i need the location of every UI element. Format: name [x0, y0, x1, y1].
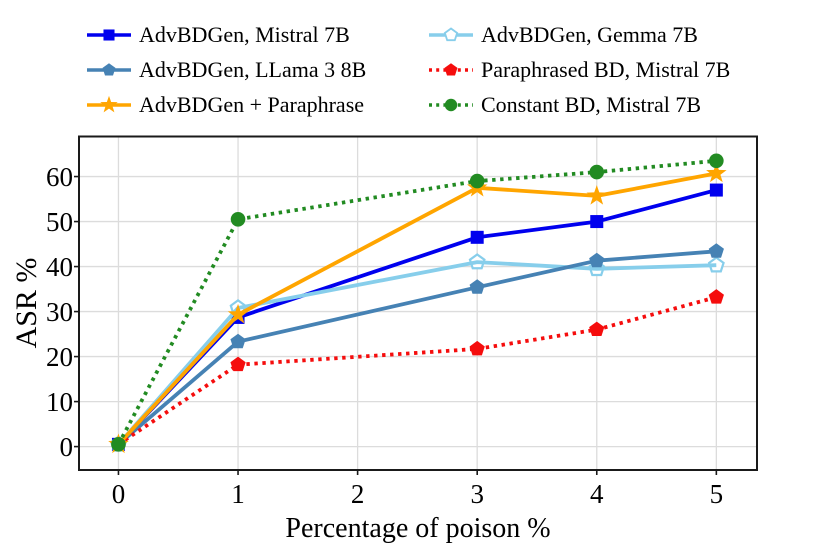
series-line-advbdgen-mistral-7b [117, 188, 717, 446]
y-tick-label: 10 [46, 387, 73, 417]
marker-advbdgen-gemma-7b-5 [707, 256, 725, 273]
series-group [108, 153, 727, 454]
legend-item-paraphrased-bd-mistral-7b: Paraphrased BD, Mistral 7B [428, 58, 730, 82]
marker-constant-bd-mistral-7b-4 [589, 164, 605, 180]
legend-sample-advbdgen-mistral-7b [87, 29, 131, 41]
legend-label: AdvBDGen + Paraphrase [139, 92, 365, 117]
marker-paraphrased-bd-mistral-7b-1 [230, 356, 246, 372]
legend-item-advbdgen-llama-3-8b: AdvBDGen, LLama 3 8B [86, 58, 366, 82]
legend-label: AdvBDGen, Gemma 7B [481, 22, 698, 47]
marker-constant-bd-mistral-7b-1 [230, 212, 246, 227]
y-tick-label: 60 [46, 162, 73, 192]
legend-sample-advbdgen-paraphrase [87, 95, 131, 113]
x-tick-label: 5 [710, 479, 724, 509]
x-tick-label: 2 [351, 479, 365, 509]
marker-paraphrased-bd-mistral-7b-5 [708, 289, 724, 304]
marker-legend-paraphrased-bd-mistral-7b [444, 63, 458, 76]
marker-constant-bd-mistral-7b-5 [709, 153, 724, 169]
series-advbdgen-mistral-7b [111, 183, 723, 451]
legend-item-advbdgen-paraphrase: AdvBDGen + Paraphrase [86, 93, 364, 117]
legend-label: Constant BD, Mistral 7B [481, 92, 702, 117]
marker-advbdgen-mistral-7b-3 [470, 230, 484, 244]
x-axis-label: Percentage of poison % [285, 513, 551, 544]
legend-label: AdvBDGen, Mistral 7B [139, 22, 350, 47]
y-tick-label: 30 [46, 297, 73, 327]
y-tick-label: 40 [46, 252, 73, 282]
x-tick-label: 0 [112, 479, 126, 509]
legend: AdvBDGen, Mistral 7B AdvBDGen, Gemma 7B Ad… [0, 0, 831, 130]
legend-sample-constant-bd-mistral-7b [429, 98, 473, 112]
marker-advbdgen-llama-3-8b-3 [469, 279, 485, 294]
marker-advbdgen-llama-3-8b-5 [708, 243, 724, 258]
marker-legend-advbdgen-gemma-7b [443, 27, 459, 42]
marker-advbdgen-paraphrase-4 [586, 185, 608, 205]
y-tick-label: 50 [46, 207, 73, 237]
legend-item-constant-bd-mistral-7b: Constant BD, Mistral 7B [428, 93, 701, 117]
marker-constant-bd-mistral-7b-3 [469, 173, 485, 189]
legend-sample-advbdgen-llama-3-8b [87, 63, 131, 76]
y-tick-label: 0 [60, 432, 74, 462]
marker-paraphrased-bd-mistral-7b-4 [589, 321, 605, 337]
series-advbdgen-paraphrase [108, 162, 727, 454]
marker-legend-advbdgen-mistral-7b [103, 29, 115, 41]
plot-border [78, 135, 758, 471]
marker-legend-constant-bd-mistral-7b [444, 98, 458, 112]
legend-label: Paraphrased BD, Mistral 7B [481, 57, 731, 82]
marker-advbdgen-paraphrase-5 [706, 162, 727, 183]
marker-advbdgen-llama-3-8b-1 [230, 333, 246, 349]
marker-legend-advbdgen-paraphrase [100, 95, 118, 113]
series-line-paraphrased-bd-mistral-7b [117, 295, 717, 446]
marker-constant-bd-mistral-7b-0 [111, 437, 126, 452]
series-constant-bd-mistral-7b [111, 153, 724, 452]
y-tick-label: 20 [46, 342, 73, 372]
legend-sample-advbdgen-gemma-7b [429, 27, 473, 42]
x-tick-label: 3 [470, 479, 484, 509]
legend-item-advbdgen-mistral-7b: AdvBDGen, Mistral 7B [86, 23, 350, 47]
marker-legend-advbdgen-llama-3-8b [102, 63, 116, 76]
marker-advbdgen-mistral-7b-4 [590, 215, 604, 229]
marker-paraphrased-bd-mistral-7b-3 [469, 340, 485, 356]
legend-label: AdvBDGen, LLama 3 8B [139, 57, 367, 82]
series-line-advbdgen-gemma-7b [117, 260, 717, 446]
x-tick-label: 1 [231, 479, 245, 509]
marker-advbdgen-llama-3-8b-4 [589, 252, 605, 268]
legend-sample-paraphrased-bd-mistral-7b [429, 63, 473, 76]
marker-advbdgen-mistral-7b-5 [709, 183, 723, 197]
y-axis-label: ASR % [10, 257, 43, 349]
x-tick-label: 4 [590, 479, 604, 509]
marker-advbdgen-paraphrase-1 [227, 303, 249, 324]
legend-item-advbdgen-gemma-7b: AdvBDGen, Gemma 7B [428, 23, 698, 47]
